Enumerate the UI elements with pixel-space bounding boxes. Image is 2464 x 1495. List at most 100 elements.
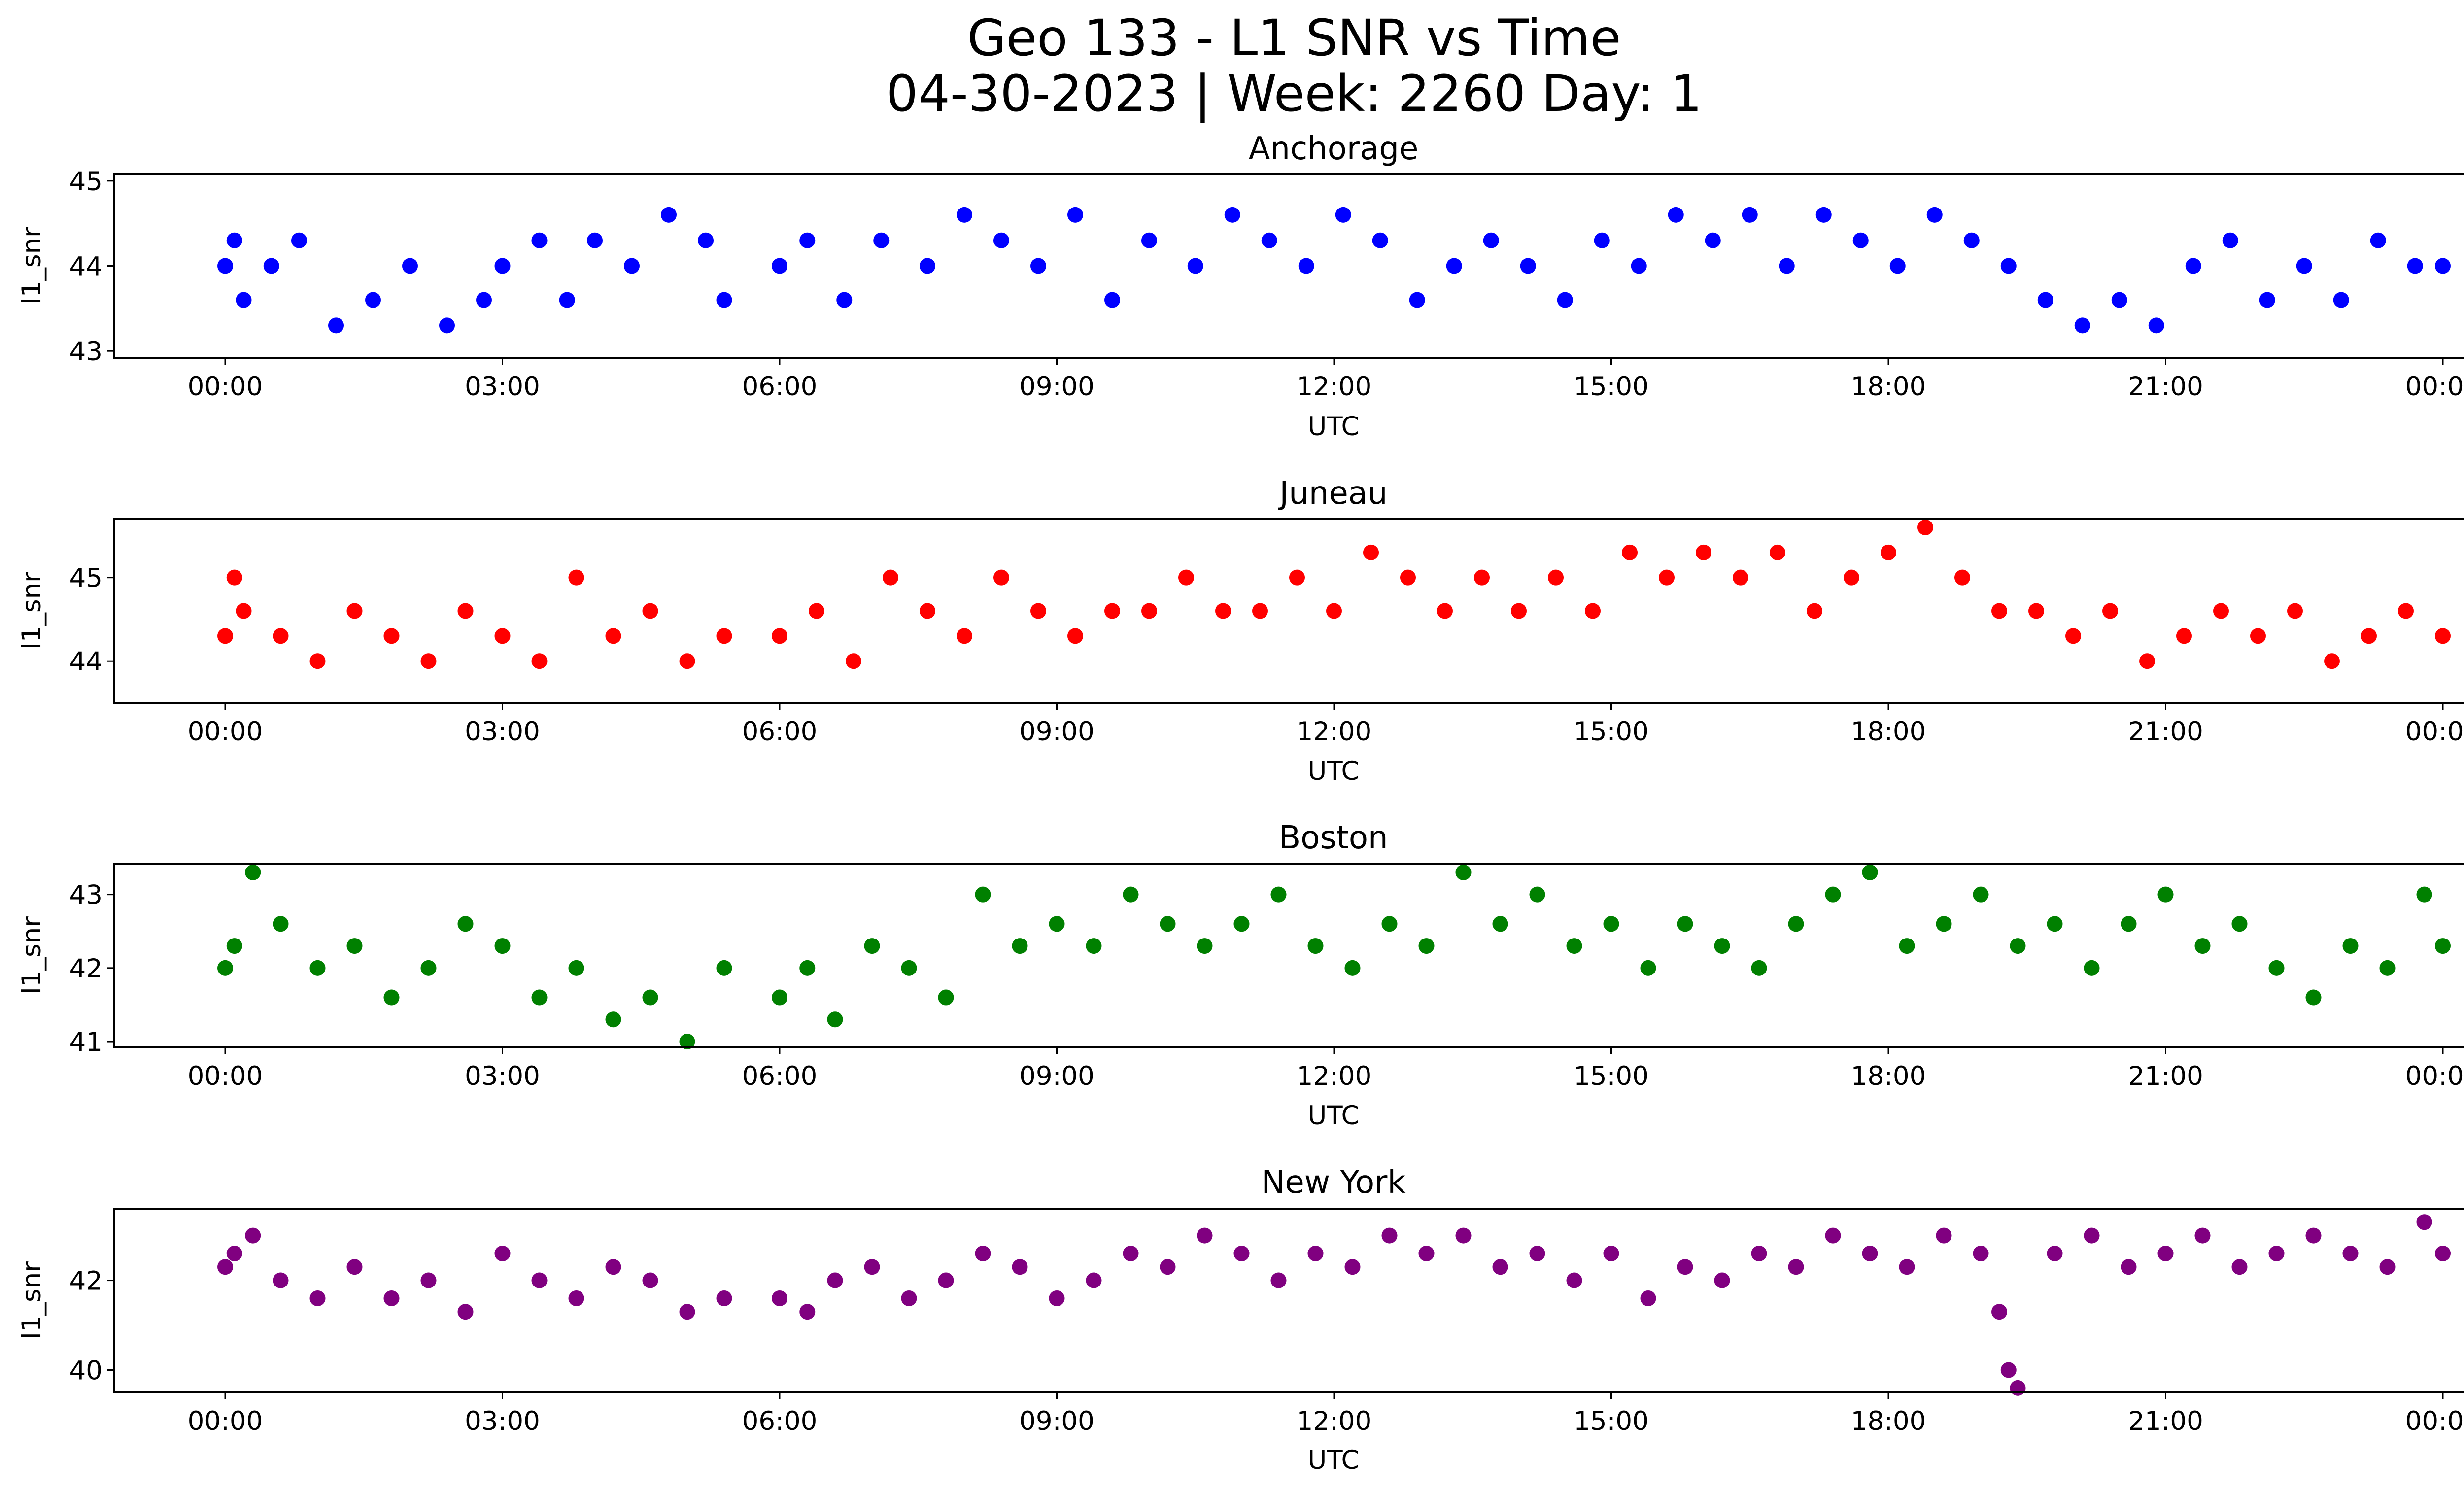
- data-point: [2010, 938, 2026, 954]
- x-tick-label: 00:00: [188, 717, 263, 747]
- data-point: [642, 1272, 658, 1288]
- data-point: [531, 989, 548, 1006]
- data-point: [1751, 960, 1767, 976]
- data-point: [1751, 1245, 1767, 1261]
- data-point: [1104, 292, 1120, 308]
- data-point: [864, 938, 880, 954]
- data-point: [2361, 628, 2377, 644]
- data-point: [1197, 938, 1213, 954]
- data-point: [1852, 232, 1869, 248]
- y-tick-label: 42: [69, 1266, 103, 1296]
- data-point: [457, 916, 474, 932]
- data-point: [1012, 1259, 1028, 1275]
- data-point: [1520, 258, 1536, 274]
- data-point: [975, 1245, 991, 1261]
- data-point: [1862, 1245, 1878, 1261]
- data-point: [531, 232, 548, 248]
- data-point: [975, 886, 991, 903]
- data-point: [2379, 960, 2396, 976]
- data-point: [809, 603, 824, 619]
- data-point: [402, 258, 418, 274]
- data-point: [457, 603, 474, 619]
- panel-title: Anchorage: [1249, 131, 1419, 167]
- data-point: [2037, 292, 2053, 308]
- panel-boston: Boston 41 42 43 00:00 03:00 06:00 09:00 12:00 1…: [17, 820, 2464, 1131]
- panel-juneau: Juneau 44 45 00:00 03:00 06:00 09:00 12:00 15:…: [17, 475, 2464, 786]
- data-point: [1529, 886, 1545, 903]
- data-point: [2010, 1380, 2026, 1396]
- data-point: [2102, 603, 2118, 619]
- data-point: [568, 1290, 584, 1306]
- data-point: [1936, 1227, 1952, 1244]
- data-point: [2047, 1245, 2063, 1261]
- data-point: [1418, 1245, 1435, 1261]
- data-point: [1991, 603, 2007, 619]
- y-tick-label: 41: [69, 1027, 103, 1057]
- data-point: [1446, 258, 1462, 274]
- data-point: [1104, 603, 1120, 619]
- data-point: [1400, 569, 1416, 586]
- data-point: [2084, 960, 2100, 976]
- data-point: [2194, 938, 2211, 954]
- data-point: [2065, 628, 2081, 644]
- x-tick-label: 15:00: [1574, 1406, 1649, 1436]
- data-point: [883, 569, 898, 586]
- data-point: [827, 1011, 843, 1028]
- data-point: [2435, 258, 2451, 274]
- data-point: [938, 1272, 954, 1288]
- data-point: [309, 960, 326, 976]
- panel-title: Boston: [1279, 820, 1388, 856]
- data-point: [531, 653, 548, 669]
- data-point: [2416, 886, 2432, 903]
- y-ticks: 40 42: [69, 1266, 114, 1386]
- y-axis-label: l1_snr: [17, 227, 47, 305]
- data-point: [476, 292, 492, 308]
- x-tick-label: 09:00: [1019, 1061, 1095, 1091]
- x-tick-label: 09:00: [1019, 717, 1095, 747]
- data-point: [420, 1272, 437, 1288]
- data-point: [420, 653, 437, 669]
- x-tick-label: 03:00: [465, 717, 540, 747]
- data-point: [920, 258, 935, 274]
- data-point: [2111, 292, 2127, 308]
- data-point: [1086, 1272, 1102, 1288]
- data-point: [2222, 232, 2238, 248]
- data-point: [1529, 1245, 1545, 1261]
- y-tick-label: 43: [69, 337, 103, 367]
- data-point: [799, 960, 816, 976]
- data-point: [531, 1272, 548, 1288]
- data-point: [2342, 938, 2359, 954]
- data-point: [1123, 886, 1139, 903]
- data-point: [1668, 207, 1684, 223]
- data-point: [1622, 544, 1638, 560]
- data-point: [217, 1259, 233, 1275]
- x-tick-label: 03:00: [465, 1406, 540, 1436]
- plot-frame: [113, 173, 2464, 359]
- data-point: [2259, 292, 2275, 308]
- x-tick-label: 06:00: [742, 1061, 818, 1091]
- data-point: [2121, 1259, 2137, 1275]
- data-point: [1566, 938, 1582, 954]
- data-point: [2231, 1259, 2248, 1275]
- x-ticks: 00:00 03:00 06:00 09:00 12:00 15:00 18:00 21:00…: [188, 703, 2464, 747]
- x-tick-label: 21:00: [2128, 717, 2203, 747]
- x-tick-label: 12:00: [1297, 1406, 1372, 1436]
- data-point: [383, 628, 400, 644]
- data-point: [1788, 1259, 1804, 1275]
- data-point: [2287, 603, 2303, 619]
- data-point: [2139, 653, 2155, 669]
- data-point: [1160, 916, 1176, 932]
- x-ticks: 00:00 03:00 06:00 09:00 12:00 15:00 18:00 21:00…: [188, 358, 2464, 402]
- data-point: [1742, 207, 1758, 223]
- data-point: [1492, 1259, 1508, 1275]
- data-point: [1437, 603, 1453, 619]
- data-point: [1307, 1245, 1324, 1261]
- data-point: [1049, 1290, 1065, 1306]
- x-axis-label: UTC: [1307, 1445, 1359, 1475]
- data-point: [1233, 916, 1250, 932]
- data-point: [2157, 1245, 2174, 1261]
- data-point: [1381, 1227, 1398, 1244]
- suptitle-line1: Geo 133 - L1 SNR vs Time: [967, 9, 1621, 68]
- data-point: [1381, 916, 1398, 932]
